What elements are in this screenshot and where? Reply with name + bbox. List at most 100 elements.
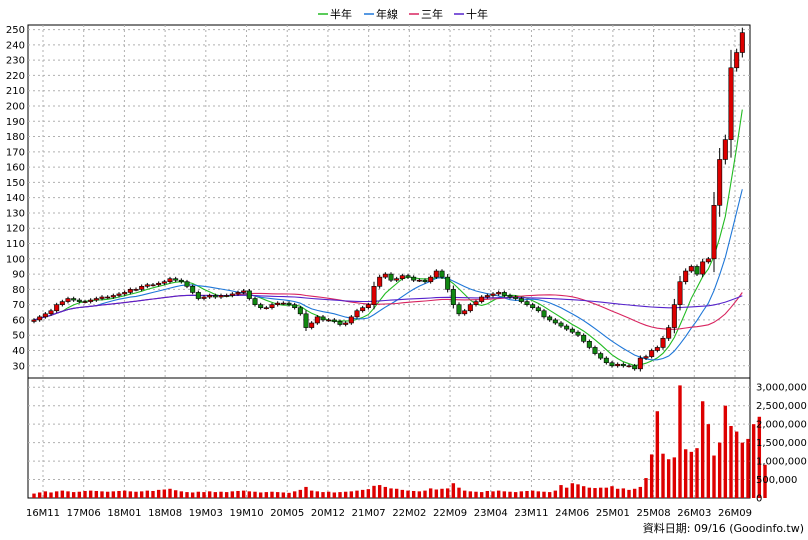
half-year-line — [33, 109, 743, 367]
candle-body — [507, 295, 513, 298]
candle-body — [558, 322, 564, 327]
volume-bar — [434, 489, 439, 498]
volume-bar — [519, 491, 524, 498]
volume-bar — [581, 486, 586, 498]
volume-bar — [649, 454, 654, 498]
candle-body — [303, 313, 309, 328]
candle-body — [450, 289, 456, 305]
candle-body — [643, 356, 649, 359]
volume-bar — [451, 483, 456, 498]
volume-bar — [100, 491, 104, 498]
source-label: 資料日期: 09/16 (Goodinfo.tw) — [643, 521, 804, 535]
candle-body — [632, 365, 638, 370]
volume-bar — [740, 442, 745, 498]
volume-bar — [644, 478, 648, 498]
candle-body — [88, 299, 94, 302]
volume-tick-label: 1,500,000 — [756, 438, 807, 449]
price-tick-label: 250 — [6, 25, 25, 36]
volume-bar — [275, 492, 280, 498]
candle-body — [309, 322, 315, 328]
candle-body — [156, 282, 162, 286]
candle-body — [133, 289, 139, 291]
volume-bar — [632, 488, 637, 498]
chart-legend: 半年 年線 三年 十年 — [318, 7, 488, 21]
price-tick-label: 60 — [12, 315, 25, 326]
date-tick-label: 21M07 — [352, 508, 386, 519]
candle-body — [31, 319, 37, 322]
volume-bar — [491, 491, 495, 498]
volume-bar — [474, 491, 478, 498]
candle-body — [224, 295, 230, 297]
price-tick-label: 230 — [6, 56, 25, 67]
candle-body — [93, 298, 99, 301]
candle-body — [490, 293, 496, 296]
price-tick-label: 140 — [6, 193, 25, 204]
volume-tick-label: 500,000 — [756, 475, 797, 486]
volume-bar — [309, 490, 314, 498]
volume-bar — [717, 442, 722, 498]
volume-bar — [162, 489, 167, 498]
candle-body — [535, 307, 541, 312]
volume-bar — [564, 487, 569, 498]
volume-bar — [224, 492, 229, 498]
volume-bar — [462, 490, 467, 498]
volume-tick-label: 1,000,000 — [756, 457, 807, 468]
volume-tick-label: 2,000,000 — [756, 420, 807, 431]
volume-axis-labels: 0 500,000 1,000,000 1,500,000 2,000,000 2,500… — [756, 383, 807, 505]
price-tick-label: 180 — [6, 132, 25, 143]
date-tick-label: 18M01 — [107, 508, 141, 519]
volume-bar — [661, 453, 665, 498]
date-tick-label: 18M08 — [148, 508, 182, 519]
date-tick-label: 17M06 — [67, 508, 101, 519]
candle-body — [195, 292, 201, 299]
candle-body — [263, 307, 269, 310]
candle-body — [694, 266, 700, 275]
volume-bar — [559, 485, 563, 498]
volume-bar — [666, 459, 671, 498]
candle-body — [54, 304, 60, 312]
volume-bar — [128, 491, 133, 498]
volume-bar — [54, 491, 59, 498]
volume-bar — [332, 492, 337, 498]
volume-bar — [355, 490, 359, 498]
volume-bar — [304, 486, 308, 498]
volume-bar — [377, 485, 382, 498]
volume-bar — [168, 488, 172, 498]
candle-body — [626, 365, 632, 368]
candle-body — [484, 295, 490, 298]
price-tick-label: 220 — [6, 71, 25, 82]
candle-body — [207, 295, 213, 298]
candle-body — [314, 316, 320, 324]
candle-body — [388, 273, 394, 281]
volume-bar — [83, 490, 87, 498]
candle-body — [110, 295, 116, 298]
candle-body — [59, 301, 65, 305]
volume-bar — [502, 491, 507, 498]
candle-body — [218, 295, 224, 298]
volume-bar — [139, 491, 144, 498]
candle-body — [666, 327, 672, 339]
candle-body — [246, 290, 252, 299]
volume-bar — [746, 438, 750, 498]
volume-bar — [417, 491, 422, 498]
candle-body — [705, 258, 711, 263]
candle-body — [184, 281, 190, 287]
volume-bar — [32, 493, 36, 498]
candle-body — [212, 295, 218, 298]
candle-body — [501, 292, 507, 296]
volume-bar — [655, 411, 660, 498]
candle-body — [348, 316, 354, 324]
candle-body — [569, 328, 575, 333]
volume-bar — [695, 448, 699, 498]
volume-bar — [621, 488, 626, 498]
candle-body — [671, 304, 677, 328]
volume-bar — [264, 492, 269, 498]
date-tick-label: 23M04 — [474, 508, 508, 519]
volume-bar — [241, 490, 246, 498]
price-tick-label: 130 — [6, 208, 25, 219]
volume-bar — [105, 491, 110, 498]
volume-bar — [145, 490, 150, 498]
candle-body — [399, 275, 405, 279]
volume-bar — [94, 490, 99, 498]
